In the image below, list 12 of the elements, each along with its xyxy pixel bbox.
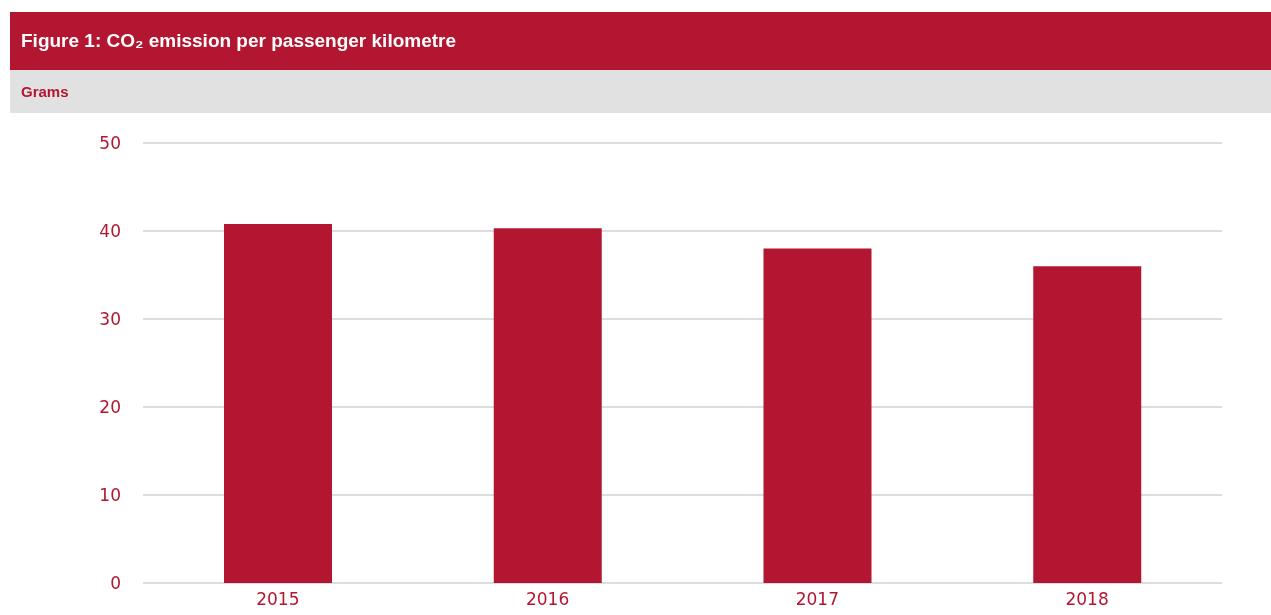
- y-tick-label: 10: [99, 485, 121, 506]
- y-tick-label: 30: [99, 309, 121, 330]
- chart-title: Figure 1: CO₂ emission per passenger kilometre: [10, 12, 1271, 70]
- y-axis-title: Grams: [10, 70, 1271, 113]
- x-tick-label: 2017: [795, 589, 840, 610]
- x-tick-label: 2015: [256, 589, 300, 610]
- y-tick-label: 20: [99, 397, 121, 418]
- x-tick-label: 2018: [1065, 589, 1109, 610]
- y-tick-label: 50: [99, 133, 121, 154]
- x-tick-label: 2016: [525, 589, 570, 610]
- y-tick-label: 40: [99, 221, 121, 242]
- y-tick-label: 0: [110, 573, 121, 594]
